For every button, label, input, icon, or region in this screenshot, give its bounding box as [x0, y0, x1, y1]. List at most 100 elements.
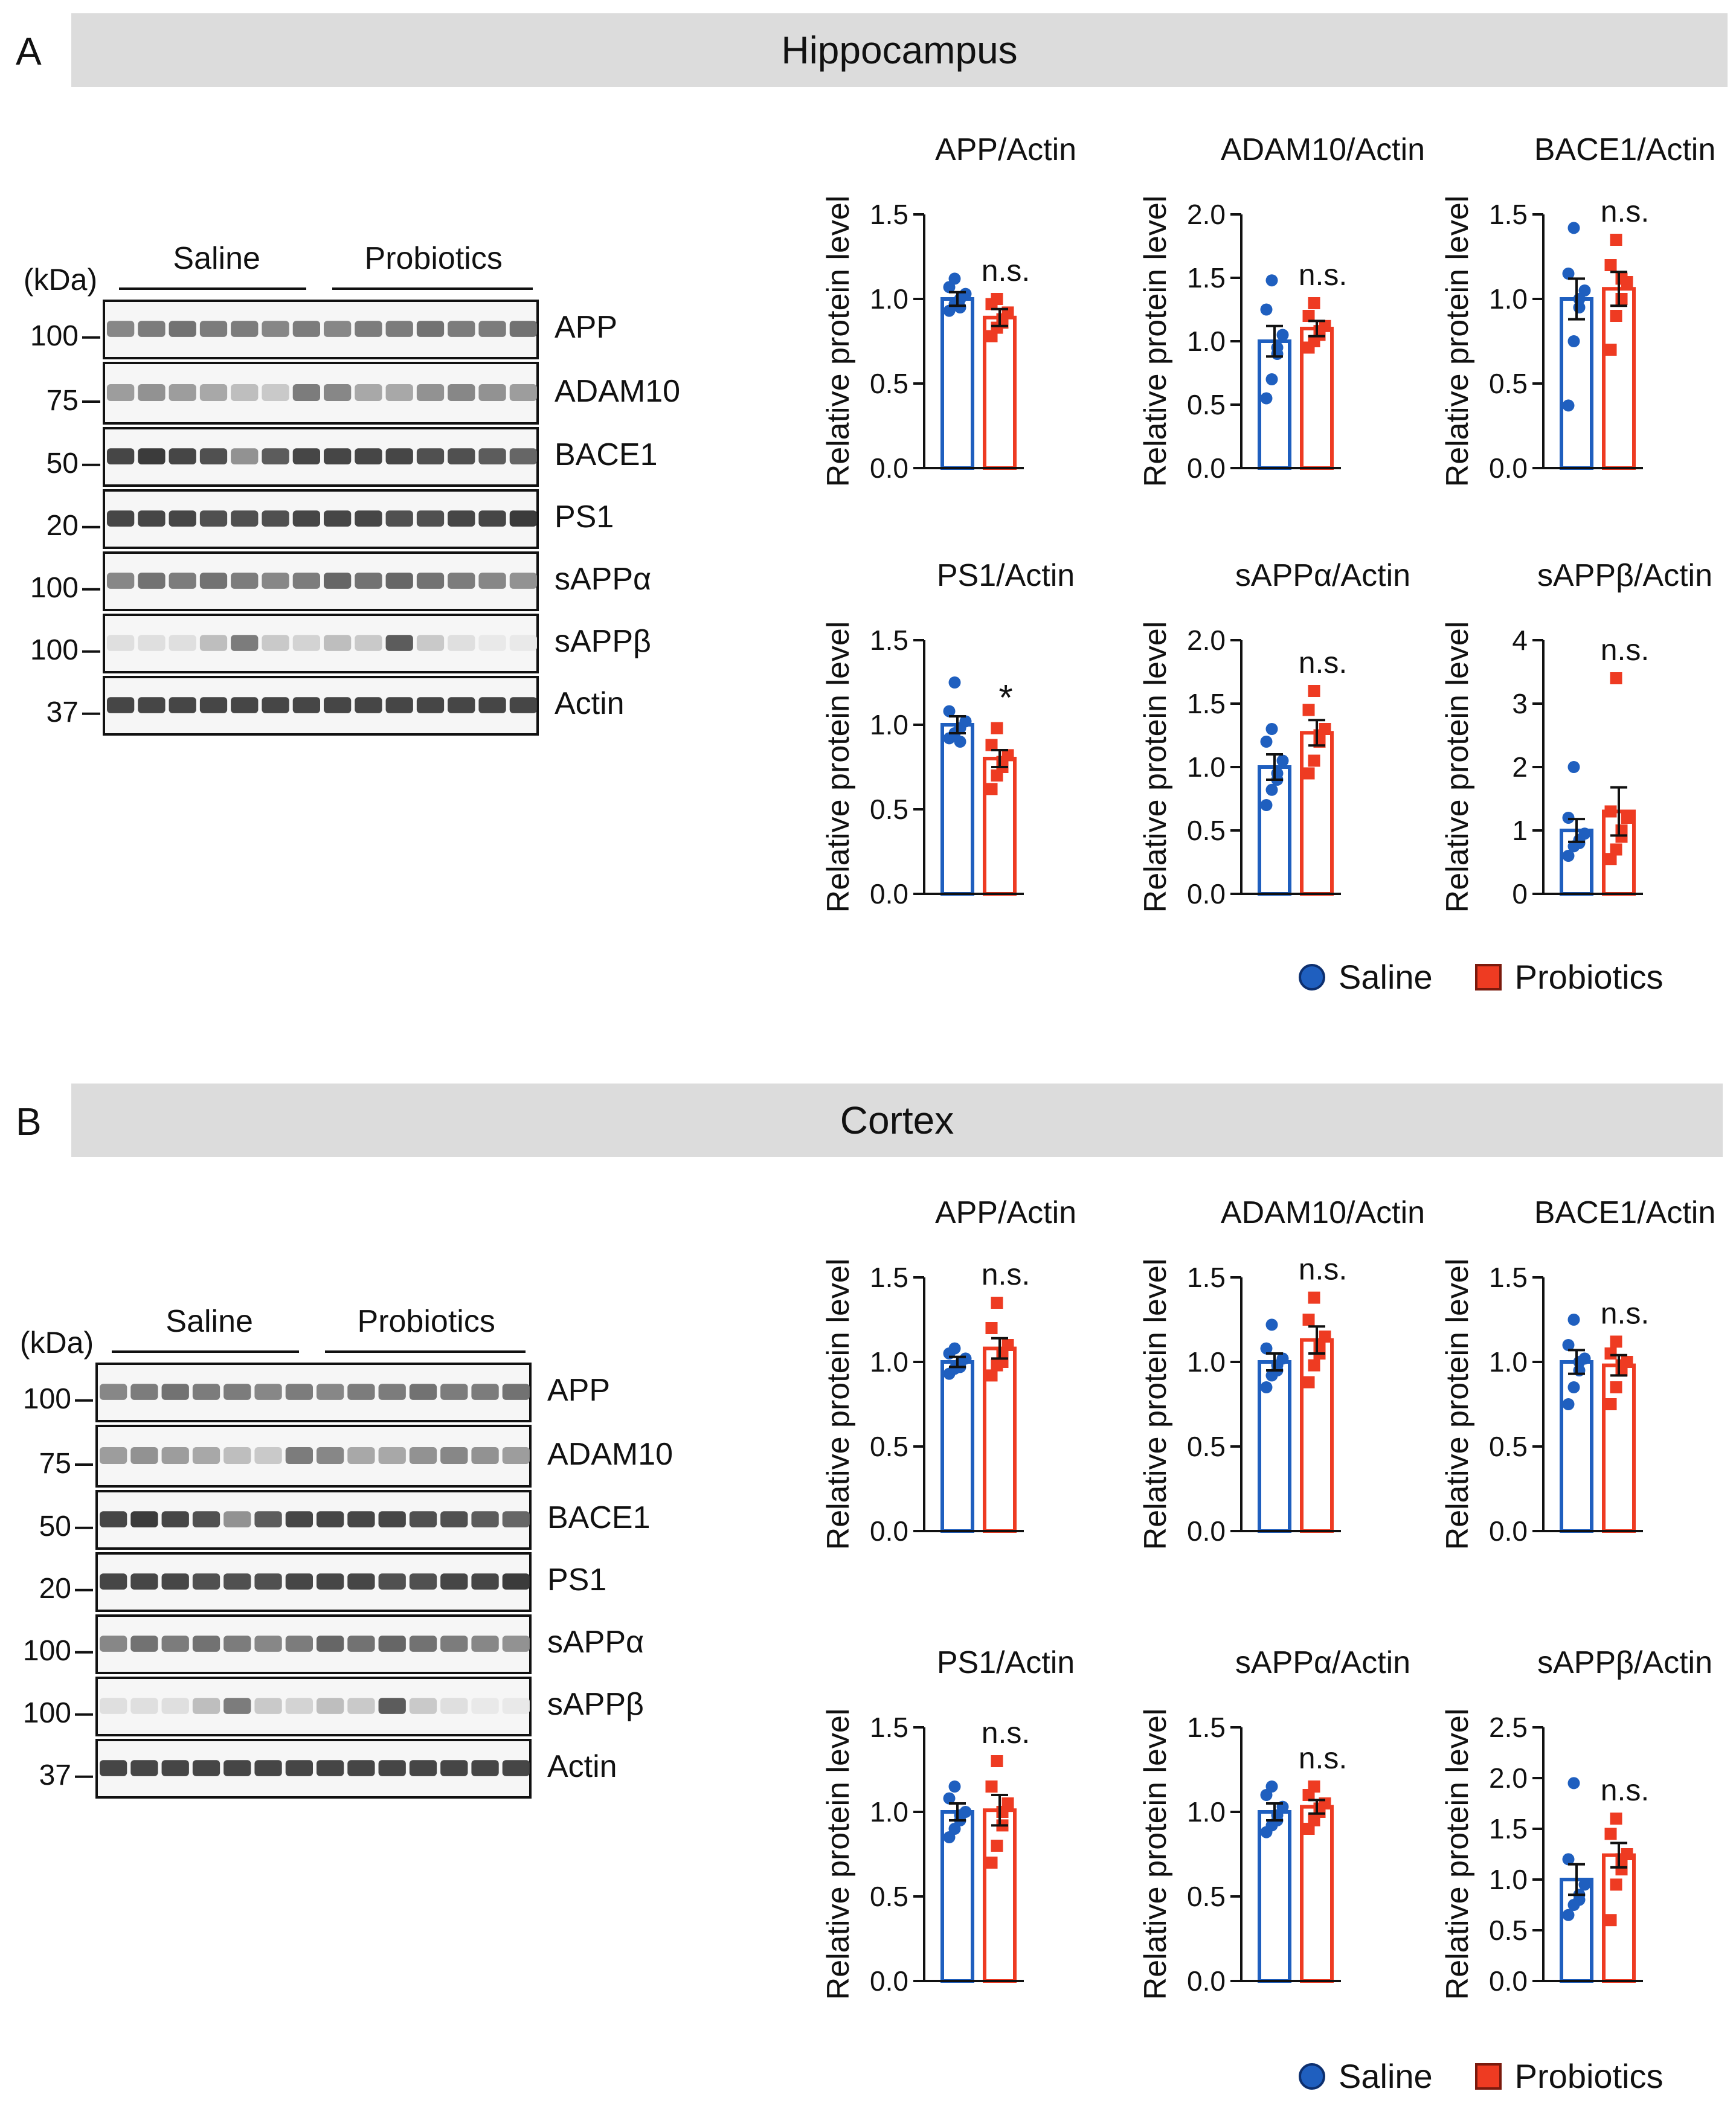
data-point-saline	[1573, 837, 1586, 849]
y-tick-label: 1.0	[1489, 1864, 1528, 1895]
blot-band	[262, 448, 289, 464]
blot-band	[161, 1511, 189, 1527]
data-point-probiotics	[1621, 812, 1633, 824]
y-tick-label: 0.0	[1187, 878, 1226, 910]
blot-band	[416, 321, 445, 337]
blot-band	[199, 384, 228, 401]
blot-band	[130, 1636, 158, 1652]
data-point-saline	[1567, 1381, 1580, 1393]
blot-band	[385, 321, 413, 337]
chart-cortex-adam10-actin: ADAM10/Actin Relative protein level 0.0 0.5…	[1114, 1184, 1425, 1582]
data-point-probiotics	[1615, 1853, 1628, 1866]
blot-band	[502, 1511, 530, 1527]
y-tick-label: 1.5	[1489, 199, 1528, 230]
data-point-saline	[1265, 1318, 1278, 1331]
blot-band	[478, 510, 506, 527]
blot-band	[262, 321, 289, 337]
blot-band	[285, 1384, 313, 1400]
blot-band	[223, 1511, 251, 1527]
chart-title: APP/Actin	[935, 1195, 1076, 1230]
y-tick-label: 0.5	[1187, 1881, 1226, 1912]
y-tick-label: 1.0	[1187, 1346, 1226, 1378]
blot-band	[138, 384, 166, 401]
data-point-saline	[1562, 850, 1575, 862]
blot-band	[223, 1636, 251, 1652]
data-point-saline	[948, 676, 961, 689]
blot-band	[378, 1384, 406, 1400]
blot-band	[262, 384, 289, 401]
data-point-probiotics	[996, 1806, 1009, 1818]
blot-band	[169, 384, 196, 401]
data-point-probiotics	[1313, 329, 1326, 341]
blot-band	[231, 448, 259, 464]
data-point-saline	[959, 715, 972, 728]
blot-band	[138, 321, 166, 337]
blot-band	[169, 321, 196, 337]
y-tick-label: 0.5	[870, 794, 908, 825]
y-tick-label: 0.0	[870, 1515, 908, 1547]
blot-band	[223, 1760, 251, 1776]
data-point-probiotics	[1610, 310, 1622, 322]
data-point-saline	[1260, 1342, 1273, 1355]
blot-band	[262, 697, 289, 713]
blot-band	[130, 1698, 158, 1714]
blot-band	[471, 1698, 499, 1714]
y-tick-label: 0.5	[1489, 1915, 1528, 1946]
y-tick-label: 1.0	[870, 1346, 908, 1378]
bar-saline	[1560, 297, 1593, 470]
y-tick-label: 1.0	[1187, 751, 1226, 783]
y-tick-label: 0.0	[1489, 1965, 1528, 1997]
blot-band	[509, 510, 537, 527]
data-point-saline	[1271, 348, 1284, 360]
blot-band	[440, 1511, 468, 1527]
band-label-3: PS1	[555, 499, 614, 535]
y-tick-label: 1.5	[870, 1712, 908, 1743]
blot-band	[478, 697, 506, 713]
chart-hippocampus-adam10-actin: ADAM10/Actin Relative protein level 0.0 0.5…	[1114, 121, 1425, 519]
blot-band	[409, 1511, 437, 1527]
blot-band	[223, 1384, 251, 1400]
blot-band	[347, 1384, 375, 1400]
blot-band	[324, 510, 352, 527]
data-point-probiotics	[1302, 310, 1315, 322]
data-point-saline	[1562, 812, 1575, 824]
blot-band	[130, 1760, 158, 1776]
y-tick-label: 0.0	[870, 1965, 908, 1997]
data-point-probiotics	[985, 1322, 998, 1334]
y-tick-label: 0.5	[1187, 1431, 1226, 1462]
data-point-probiotics	[1604, 1828, 1617, 1840]
significance-annotation: n.s.	[1601, 1773, 1650, 1807]
blot-band	[347, 1511, 375, 1527]
y-tick-label: 0.0	[1489, 1515, 1528, 1547]
data-point-saline	[1562, 268, 1575, 280]
data-point-probiotics	[991, 293, 1003, 305]
blot-band	[347, 1636, 375, 1652]
data-point-saline	[1562, 1909, 1575, 1921]
data-point-probiotics	[1308, 1291, 1320, 1304]
y-tick-label: 1.5	[1187, 262, 1226, 294]
data-point-saline	[943, 705, 956, 718]
data-point-probiotics	[1610, 234, 1622, 246]
blot-band	[448, 573, 475, 589]
chart-cortex-ps1-actin: PS1/Actin Relative protein level 0.0 0.5 1.0…	[797, 1634, 1099, 2032]
data-point-saline	[948, 1780, 961, 1793]
blot-band	[409, 1698, 437, 1714]
data-point-saline	[1567, 761, 1580, 773]
chart-hippocampus-sappβ-actin: sAPPβ/Actin Relative protein level 0 1 2 3 4 n.…	[1416, 547, 1718, 945]
significance-annotation: n.s.	[982, 254, 1030, 287]
legend-probiotics-label: Probiotics	[1514, 958, 1664, 996]
blot-band	[471, 1636, 499, 1652]
blot-band	[416, 635, 445, 651]
blot-panel-6	[95, 1739, 532, 1799]
marker-label-5: 100	[23, 1697, 71, 1729]
blot-band	[509, 635, 537, 651]
data-point-probiotics	[1313, 729, 1326, 742]
blot-band	[471, 1447, 499, 1464]
data-point-saline	[1562, 1398, 1575, 1410]
blot-band	[231, 573, 259, 589]
blot-band	[478, 384, 506, 401]
data-point-saline	[954, 736, 966, 748]
data-point-saline	[1573, 1356, 1586, 1368]
data-point-probiotics	[1308, 297, 1320, 309]
y-tick-label: 3	[1512, 688, 1528, 719]
